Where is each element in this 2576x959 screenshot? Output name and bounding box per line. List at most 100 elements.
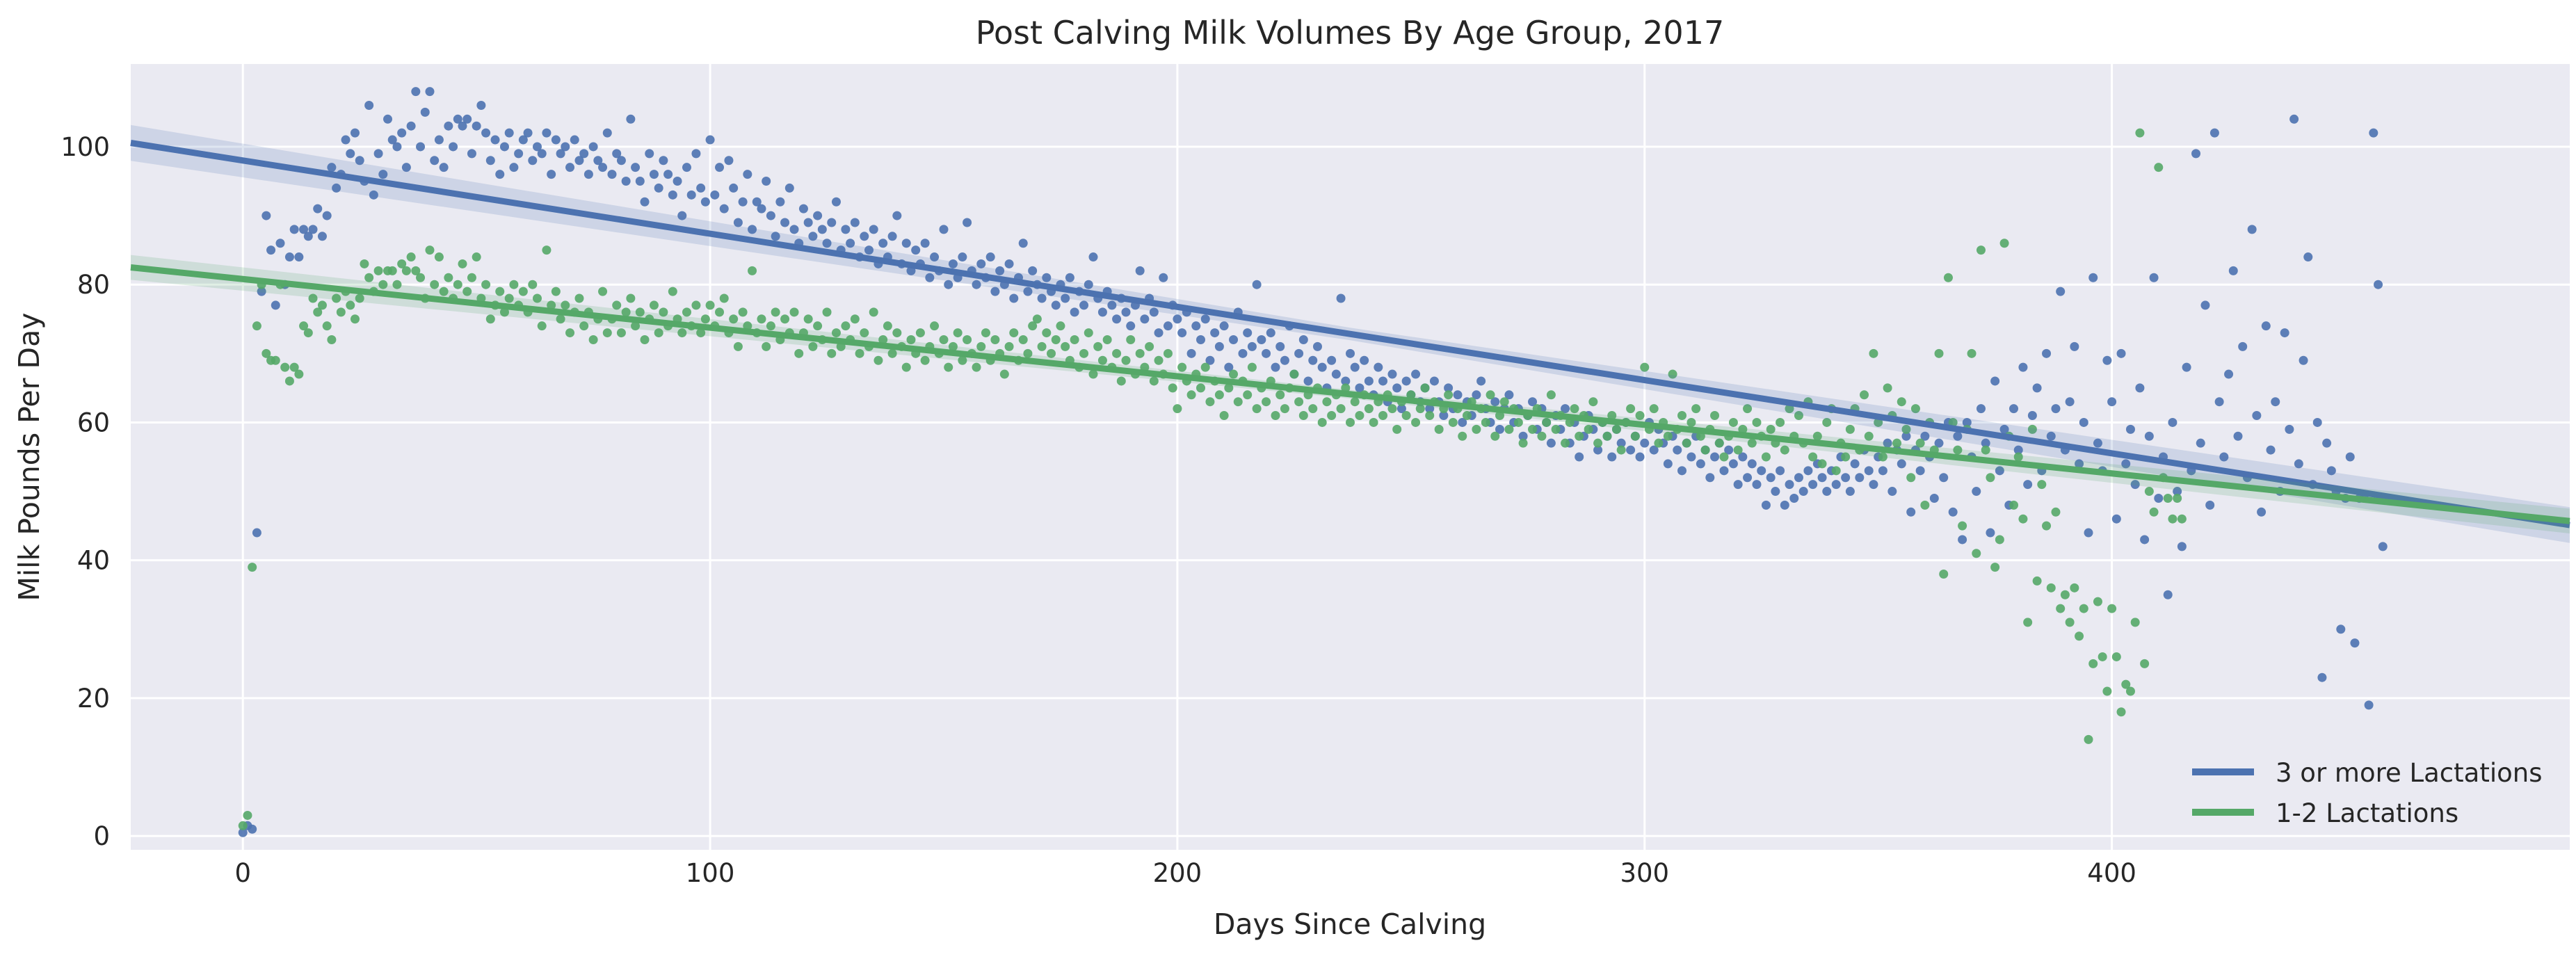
data-point (1499, 397, 1509, 407)
data-point (1243, 390, 1253, 400)
data-point (1584, 424, 1593, 434)
data-point (1458, 431, 1467, 441)
data-point (1812, 431, 1822, 441)
data-point (261, 211, 271, 220)
data-point (621, 177, 631, 186)
data-point (1243, 328, 1253, 338)
x-tick-label: 400 (2087, 858, 2136, 888)
data-point (313, 307, 323, 317)
data-point (1883, 383, 1892, 393)
data-point (1149, 376, 1159, 386)
data-point (2173, 493, 2182, 503)
data-point (416, 273, 426, 282)
data-point (2350, 638, 2360, 648)
data-point (1219, 321, 1229, 331)
data-point (2364, 700, 2374, 710)
data-point (2294, 459, 2303, 469)
data-point (1065, 273, 1074, 282)
data-point (2271, 397, 2280, 407)
data-point (2177, 514, 2187, 524)
data-point (2116, 707, 2126, 717)
data-point (1121, 307, 1131, 317)
data-point (705, 300, 715, 310)
data-point (2079, 604, 2088, 613)
data-point (1934, 348, 1944, 358)
data-point (1513, 417, 1523, 427)
data-point (696, 183, 706, 193)
data-point (523, 128, 533, 138)
data-point (453, 114, 462, 124)
data-point (719, 293, 729, 303)
data-point (915, 328, 925, 338)
data-point (803, 218, 813, 227)
data-point (930, 252, 940, 262)
data-point (1981, 445, 1990, 455)
data-point (841, 321, 851, 331)
data-point (2065, 618, 2075, 627)
data-point (495, 170, 505, 179)
data-point (243, 810, 252, 820)
data-point (383, 114, 393, 124)
data-point (1958, 521, 1967, 531)
data-point (803, 314, 813, 324)
data-point (504, 128, 514, 138)
data-point (2111, 514, 2121, 524)
data-point (738, 197, 748, 207)
data-point (2023, 480, 2033, 490)
data-point (495, 287, 505, 296)
data-point (2009, 404, 2019, 414)
data-point (1910, 404, 1920, 414)
data-point (1219, 411, 1229, 421)
data-point (1528, 424, 1538, 434)
data-point (645, 149, 654, 159)
data-point (1776, 417, 1785, 427)
data-point (771, 307, 780, 317)
data-point (1079, 348, 1089, 358)
data-point (817, 225, 827, 234)
data-point (411, 266, 421, 275)
data-point (485, 156, 495, 166)
chart-title: Post Calving Milk Volumes By Age Group, … (976, 14, 1724, 51)
data-point (1247, 341, 1257, 351)
data-point (1607, 452, 1617, 462)
data-point (1097, 307, 1107, 317)
data-point (1023, 348, 1033, 358)
data-point (1845, 424, 1855, 434)
data-point (705, 135, 715, 145)
data-point (537, 321, 547, 331)
data-point (673, 177, 682, 186)
data-point (271, 300, 280, 310)
data-point (775, 197, 785, 207)
data-point (1883, 438, 1892, 448)
data-point (2285, 424, 2294, 434)
data-point (1855, 473, 1865, 483)
data-point (827, 218, 837, 227)
data-point (1411, 417, 1421, 427)
data-point (2093, 597, 2102, 606)
data-point (1061, 293, 1070, 303)
data-point (1561, 438, 1570, 448)
data-point (1943, 273, 1953, 282)
data-point (1929, 493, 1939, 503)
data-point (1752, 417, 1762, 427)
data-point (1817, 459, 1827, 469)
data-point (1420, 383, 1430, 393)
data-point (1747, 438, 1757, 448)
data-point (1593, 445, 1603, 455)
data-point (1214, 390, 1224, 400)
data-point (2144, 431, 2154, 441)
data-point (574, 293, 584, 303)
data-point (1196, 335, 1206, 344)
data-point (2051, 404, 2061, 414)
data-point (1116, 376, 1126, 386)
data-point (2088, 659, 2098, 668)
data-point (1822, 487, 1832, 497)
data-point (2326, 466, 2336, 476)
data-point (504, 293, 514, 303)
data-point (472, 252, 481, 262)
data-point (588, 142, 598, 152)
data-point (668, 287, 677, 296)
data-point (1317, 362, 1327, 372)
data-point (944, 362, 953, 372)
data-point (420, 107, 430, 117)
